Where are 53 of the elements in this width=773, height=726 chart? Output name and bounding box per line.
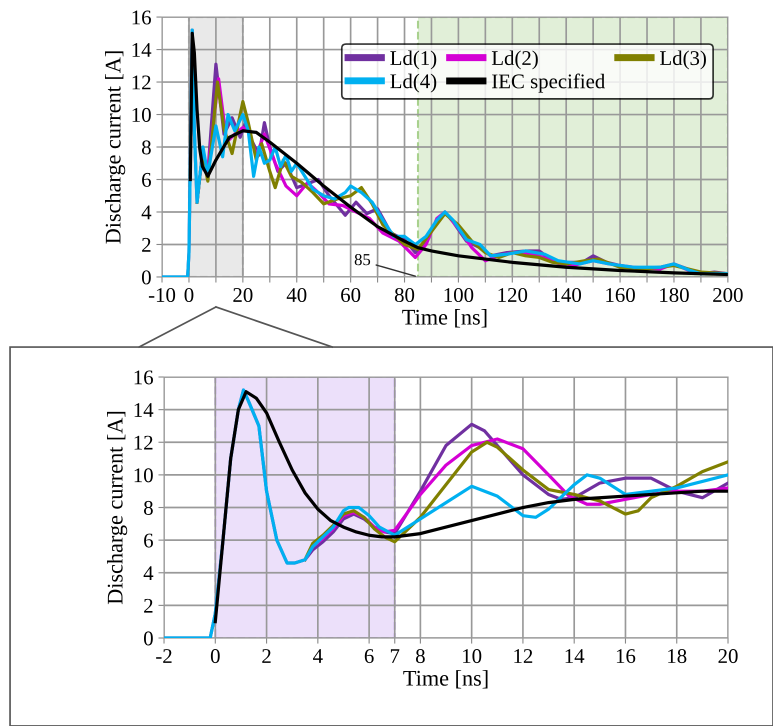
legend-label: Ld(2) xyxy=(492,50,538,70)
y-tick-label: 12 xyxy=(134,436,152,450)
y-tick-label: 16 xyxy=(132,10,151,24)
x-tick-label: 160 xyxy=(606,288,635,302)
x-tick-label: 200 xyxy=(713,288,743,302)
y-tick-label: 10 xyxy=(132,108,151,122)
y-axis-title: Discharge current [A] xyxy=(105,51,126,244)
x-tick-label: 100 xyxy=(444,288,474,302)
x-tick-label: 16 xyxy=(616,649,636,664)
y-axis-title: Discharge current [A] xyxy=(107,412,128,604)
x-tick-label: 14 xyxy=(566,649,584,663)
y-tick-label: 2 xyxy=(142,238,150,252)
y-tick-label: 2 xyxy=(144,598,152,613)
x-tick-label: 12 xyxy=(514,649,532,663)
x-tick-label: 0 xyxy=(210,649,220,664)
y-tick-label: 0 xyxy=(144,631,153,646)
y-tick-label: 12 xyxy=(132,75,150,90)
x-tick-label: 40 xyxy=(286,288,306,302)
legend-label: Ld(4) xyxy=(390,74,436,93)
y-tick-label: 14 xyxy=(134,403,154,417)
y-tick-label: 10 xyxy=(134,468,153,482)
legend-label: Ld(1) xyxy=(390,50,436,70)
x-tick-label: -10 xyxy=(148,288,176,302)
x-tick-label: 20 xyxy=(718,649,738,664)
x-axis-title: Time [ns] xyxy=(402,309,486,328)
x-tick-label: 140 xyxy=(552,288,582,302)
x-tick-label: 7 xyxy=(390,649,400,663)
y-tick-label: 6 xyxy=(144,534,153,548)
y-tick-label: 14 xyxy=(132,43,152,57)
y-tick-label: 4 xyxy=(144,566,154,580)
x-tick-label: 10 xyxy=(463,649,482,664)
x-tick-label: 120 xyxy=(498,288,528,302)
y-tick-label: 16 xyxy=(134,370,153,384)
legend-label: IEC specified xyxy=(492,74,606,93)
y-tick-label: 6 xyxy=(142,172,151,187)
y-tick-label: 4 xyxy=(142,206,152,220)
y-tick-label: 8 xyxy=(144,500,153,515)
x-tick-label: -2 xyxy=(156,649,172,663)
x-tick-label: 8 xyxy=(416,649,425,664)
x-tick-label: 4 xyxy=(313,649,323,663)
x-tick-label: 180 xyxy=(660,288,689,302)
x-tick-label: 0 xyxy=(184,288,194,302)
annotation: 85 xyxy=(354,254,370,266)
y-tick-label: 0 xyxy=(142,270,151,284)
x-tick-label: 20 xyxy=(233,288,252,302)
x-tick-label: 2 xyxy=(262,649,271,663)
y-tick-label: 8 xyxy=(142,140,151,154)
x-axis-title: Time [ns] xyxy=(403,670,488,688)
x-tick-label: 18 xyxy=(668,649,686,664)
x-tick-label: 80 xyxy=(394,288,414,302)
x-tick-label: 60 xyxy=(341,288,360,302)
x-tick-label: 6 xyxy=(364,649,374,664)
legend-label: Ld(3) xyxy=(660,50,706,70)
